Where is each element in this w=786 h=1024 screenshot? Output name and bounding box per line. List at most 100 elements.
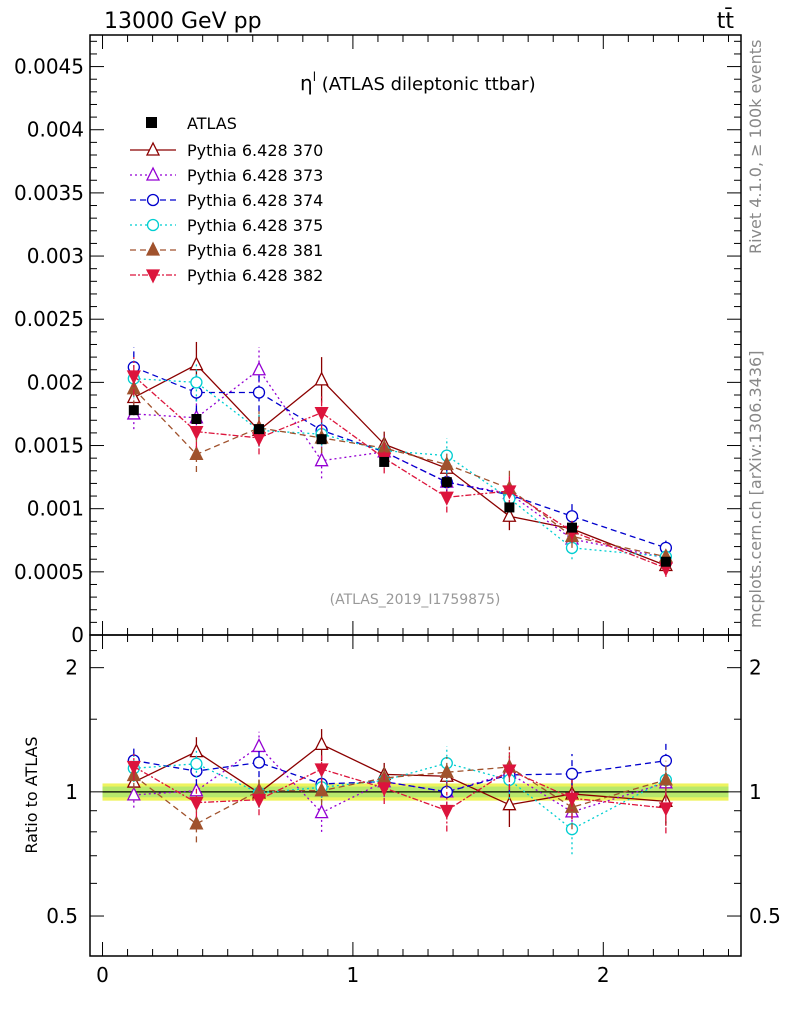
series-line (133, 377, 666, 558)
series-point (252, 386, 266, 399)
ratio-point (502, 796, 517, 811)
main-y-tick-label: 0.0045 (14, 55, 84, 79)
ratio-point (314, 735, 329, 751)
ratio-point (189, 796, 204, 812)
main-y-tick-label: 0.004 (27, 118, 84, 142)
ratio-series-6 (126, 752, 673, 834)
ratio-point (658, 802, 673, 817)
ratio-point (564, 792, 580, 807)
plot-title-superscript: l (313, 70, 316, 84)
header-right-label: tt̄ (717, 8, 735, 34)
main-y-tick-label: 0.0025 (14, 307, 84, 331)
ratio-point (252, 756, 266, 769)
ratio-y-tick-label: 0.5 (46, 904, 78, 928)
main-series-1 (126, 341, 673, 575)
x-axis: 0 1 2 (96, 35, 729, 987)
main-y-tick-label: 0.003 (27, 244, 84, 268)
series-point (189, 425, 204, 441)
series-point (314, 407, 329, 422)
main-series-6 (126, 357, 673, 577)
header-left-label: 13000 GeV pp (104, 9, 262, 34)
data-point (254, 424, 265, 435)
ratio-series-line (133, 762, 667, 830)
ratio-point (189, 743, 204, 758)
rivet-side-label: Rivet 4.1.0, ≥ 100k events (746, 40, 765, 254)
ratio-plot-frame (89, 634, 742, 957)
legend-label-1: Pythia 6.428 370 (187, 141, 323, 160)
mcplots-side-label: mcplots.cern.ch [arXiv:1306.3436] (746, 351, 765, 628)
main-y-tick-label: 0.001 (27, 497, 84, 521)
x-tick-label: 2 (597, 963, 610, 987)
ratio-y-tick-label-right: 0.5 (749, 904, 781, 928)
legend-label-5: Pythia 6.428 381 (187, 241, 323, 260)
data-point (191, 414, 202, 424)
plot-title-text: (ATLAS dileptonic ttbar) (316, 74, 536, 95)
main-y-tick-label: 0.0035 (14, 181, 84, 205)
data-point (504, 502, 515, 513)
series-point (189, 356, 204, 371)
ratio-point (565, 767, 579, 780)
main-series-2 (126, 347, 673, 567)
data-point (379, 456, 390, 467)
main-y-tick-label: 0 (71, 623, 84, 647)
legend-marker-3 (146, 193, 160, 207)
plot-title: ηl (ATLAS dileptonic ttbar) (300, 70, 536, 95)
ratio-point (314, 804, 329, 819)
series-point (190, 376, 203, 389)
series-line (133, 368, 667, 559)
data-point (316, 434, 327, 445)
series-point (502, 485, 517, 500)
legend-label-6: Pythia 6.428 382 (187, 266, 323, 285)
plot-title-symbol: η (300, 71, 313, 95)
series-line (133, 363, 667, 567)
ratio-y-axis: 0.5 0.5 1 1 2 2 (46, 650, 781, 928)
ratio-point (126, 786, 141, 801)
series-point (251, 432, 267, 447)
ratio-y-axis-label: Ratio to ATLAS (22, 736, 41, 853)
ratio-point (439, 763, 454, 778)
data-point (566, 522, 577, 533)
analysis-label: (ATLAS_2019_I1759875) (330, 592, 501, 608)
legend-marker-6 (145, 269, 161, 284)
legend-label-4: Pythia 6.428 375 (187, 216, 323, 235)
data-point (660, 556, 671, 567)
ratio-series-1 (126, 729, 673, 828)
series-point (565, 510, 579, 523)
legend-marker-atlas (146, 117, 157, 128)
data-point (441, 477, 452, 488)
ratio-point (439, 804, 454, 820)
ratio-series-group (126, 729, 673, 855)
main-y-tick-label: 0.0005 (14, 560, 84, 584)
x-tick-label: 1 (347, 963, 360, 987)
series-line (133, 366, 667, 549)
data-series-atlas (128, 405, 671, 567)
main-series-group (126, 341, 673, 577)
ratio-point (190, 757, 203, 770)
series-point (439, 456, 454, 471)
data-point (128, 405, 139, 416)
ratio-series-line (133, 766, 667, 825)
legend-label-3: Pythia 6.428 374 (187, 191, 323, 210)
series-point (502, 507, 517, 522)
main-series-4 (127, 359, 673, 565)
ratio-y-tick-label: 2 (65, 656, 78, 680)
ratio-point (314, 782, 329, 797)
legend-marker-1 (145, 141, 161, 156)
ratio-y-tick-label: 1 (65, 780, 78, 804)
series-point (314, 452, 329, 467)
ratio-point (314, 763, 329, 778)
ratio-point (377, 782, 392, 797)
main-y-tick-label: 0.002 (27, 370, 84, 394)
legend-marker-4 (146, 218, 160, 232)
legend-label-atlas: ATLAS (187, 114, 237, 133)
ratio-point (251, 737, 267, 753)
series-point (190, 386, 203, 399)
series-point (439, 491, 454, 506)
series-point (314, 371, 329, 386)
x-tick-label: 0 (96, 963, 109, 987)
legend-marker-2 (145, 166, 161, 181)
ratio-y-tick-label-right: 1 (749, 780, 762, 804)
main-y-axis: 0 0.0005 0.001 0.0015 0.002 0.0025 0.003 0.0035… (14, 40, 741, 647)
series-point (126, 370, 141, 385)
